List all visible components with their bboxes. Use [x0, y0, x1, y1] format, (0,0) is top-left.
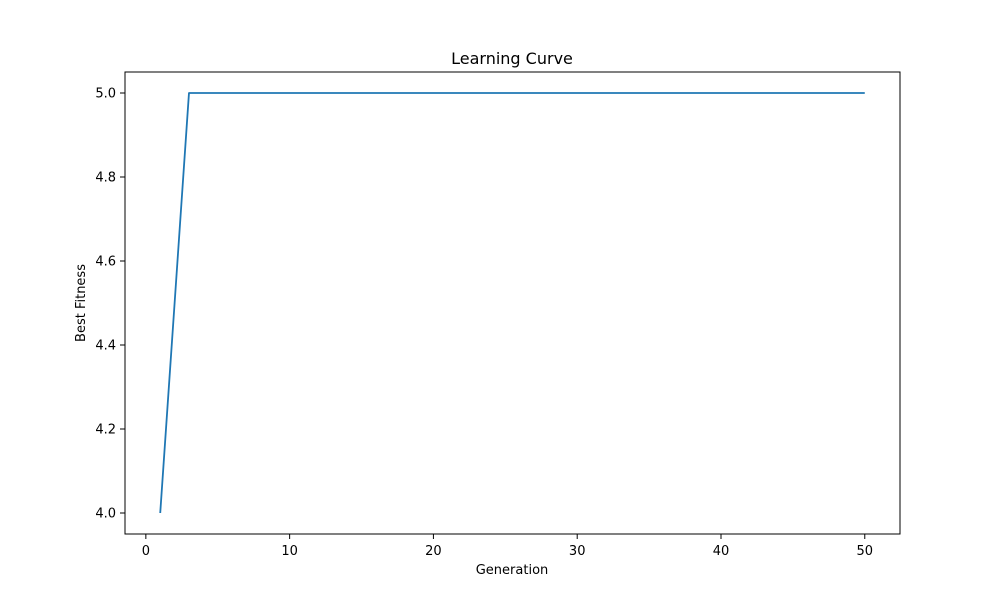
x-tick-label: 30 — [569, 544, 586, 559]
x-tick-label: 50 — [856, 544, 873, 559]
y-axis-label: Best Fitness — [74, 264, 89, 342]
series-layer — [159, 92, 865, 514]
y-tick-label: 4.4 — [95, 339, 116, 354]
x-tick-label: 0 — [142, 544, 150, 559]
y-tick-label: 5.0 — [95, 87, 116, 102]
x-tick-label: 40 — [713, 544, 730, 559]
chart-title: Learning Curve — [451, 49, 573, 68]
plot-area-frame — [124, 71, 901, 535]
x-tick-label: 10 — [281, 544, 298, 559]
x-axis-label: Generation — [476, 563, 549, 578]
x-axis-ticks: 0 10 20 30 40 50 — [142, 534, 873, 559]
series-line-0 — [159, 92, 865, 514]
y-tick-label: 4.6 — [95, 255, 116, 270]
y-tick-label: 4.0 — [95, 507, 116, 522]
x-tick-label: 20 — [425, 544, 442, 559]
y-tick-label: 4.2 — [95, 423, 116, 438]
y-tick-label: 4.8 — [95, 171, 116, 186]
y-axis-ticks: 4.0 4.2 4.4 4.6 4.8 5.0 — [95, 87, 125, 522]
